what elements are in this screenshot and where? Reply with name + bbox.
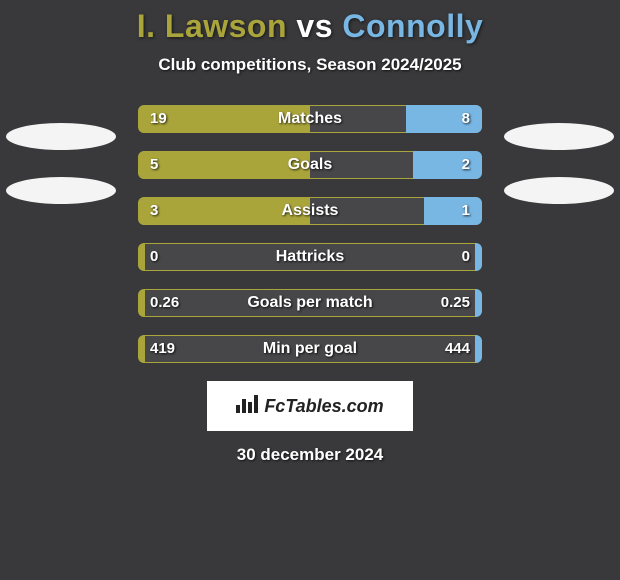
title-vs: vs xyxy=(296,8,333,44)
player2-name: Connolly xyxy=(342,8,483,44)
bar-container xyxy=(138,243,482,271)
value-left: 19 xyxy=(150,105,167,133)
stat-row: 419444Min per goal xyxy=(0,335,620,363)
player1-name: I. Lawson xyxy=(137,8,287,44)
bar-track xyxy=(138,289,482,317)
stat-row: 52Goals xyxy=(0,151,620,179)
value-right: 0.25 xyxy=(441,289,470,317)
value-right: 2 xyxy=(462,151,470,179)
value-right: 1 xyxy=(462,197,470,225)
bar-right xyxy=(475,289,482,317)
bar-right xyxy=(475,243,482,271)
page-title: I. Lawson vs Connolly xyxy=(0,0,620,45)
subtitle: Club competitions, Season 2024/2025 xyxy=(0,55,620,75)
bars-icon xyxy=(236,395,258,418)
stat-row: 00Hattricks xyxy=(0,243,620,271)
footer-date: 30 december 2024 xyxy=(0,445,620,465)
bar-right xyxy=(413,151,482,179)
team-badge-right xyxy=(504,123,614,150)
bar-left xyxy=(138,243,145,271)
team-badge-left xyxy=(6,123,116,150)
value-right: 8 xyxy=(462,105,470,133)
team-badge-left xyxy=(6,177,116,204)
bar-left xyxy=(138,335,145,363)
value-right: 444 xyxy=(445,335,470,363)
comparison-card: I. Lawson vs Connolly Club competitions,… xyxy=(0,0,620,580)
team-badge-right xyxy=(504,177,614,204)
bar-container xyxy=(138,289,482,317)
value-left: 5 xyxy=(150,151,158,179)
bar-track xyxy=(138,335,482,363)
logo-box: FcTables.com xyxy=(207,381,413,431)
value-right: 0 xyxy=(462,243,470,271)
bar-right xyxy=(424,197,482,225)
bar-container xyxy=(138,151,482,179)
logo-text: FcTables.com xyxy=(264,396,383,417)
bar-container xyxy=(138,197,482,225)
value-left: 3 xyxy=(150,197,158,225)
bar-container xyxy=(138,105,482,133)
value-left: 0 xyxy=(150,243,158,271)
logo: FcTables.com xyxy=(236,395,383,418)
bar-left xyxy=(138,197,310,225)
bar-right xyxy=(475,335,482,363)
bar-left xyxy=(138,151,310,179)
stat-row: 0.260.25Goals per match xyxy=(0,289,620,317)
bar-right xyxy=(406,105,482,133)
bar-left xyxy=(138,289,145,317)
value-left: 419 xyxy=(150,335,175,363)
value-left: 0.26 xyxy=(150,289,179,317)
bar-container xyxy=(138,335,482,363)
bar-track xyxy=(138,243,482,271)
